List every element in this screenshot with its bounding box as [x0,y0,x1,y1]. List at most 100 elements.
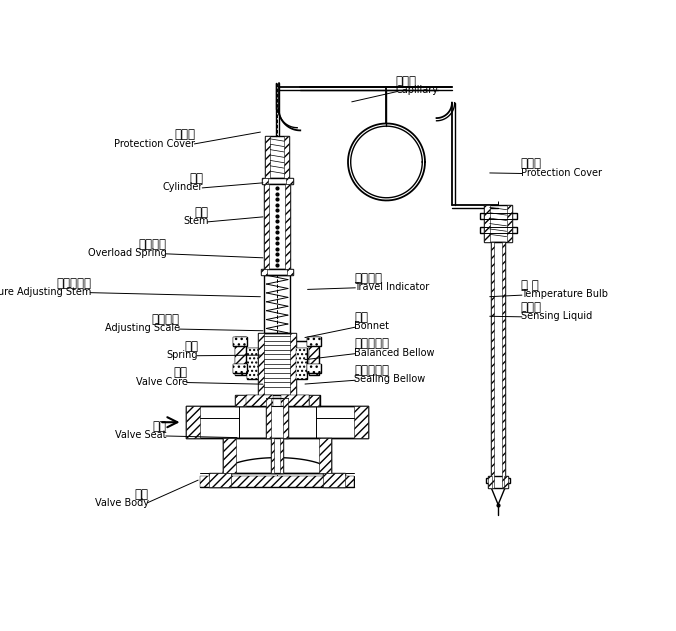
Text: Valve Core: Valve Core [136,377,188,387]
Bar [261,269,293,275]
Bar [486,478,489,483]
Bar [261,269,267,275]
Bar [283,398,288,439]
Bar [287,269,293,275]
Bar [235,394,245,406]
Bar [290,333,296,394]
Text: 阀盖: 阀盖 [354,310,368,324]
Bar [265,136,289,178]
Text: 阀芯: 阀芯 [174,367,188,379]
Bar [512,213,516,219]
Text: Adjusting Scale: Adjusting Scale [105,323,180,333]
Bar [480,213,484,219]
Bar [318,439,331,473]
Bar [266,398,271,439]
Text: 阀座: 阀座 [153,420,167,433]
Bar [307,337,321,346]
Bar [210,473,231,487]
Bar [271,439,274,473]
Bar [480,227,484,233]
Bar [235,337,245,375]
Bar [284,136,289,178]
Text: Balanced Bellow: Balanced Bellow [354,348,435,358]
Bar [354,406,368,439]
Text: Stem: Stem [183,216,208,227]
Text: 感温液: 感温液 [521,301,542,314]
Text: Valve Seat: Valve Seat [116,430,167,440]
Text: Bonnet: Bonnet [354,321,389,331]
Bar [323,473,345,487]
Bar [233,337,247,346]
Text: Cylinder: Cylinder [163,182,203,192]
Text: 调节标尺: 调节标尺 [152,313,180,326]
Bar [247,348,258,379]
Bar [506,205,512,242]
Bar [266,398,288,439]
Bar [484,205,512,242]
Text: 保护罩: 保护罩 [174,128,195,141]
Text: 推杆: 推杆 [195,206,208,219]
Bar [235,394,320,406]
Text: Protection Cover: Protection Cover [521,168,602,178]
Bar [307,337,321,346]
Bar [309,337,320,375]
Text: Temperature Bulb: Temperature Bulb [521,289,608,299]
Bar [187,406,368,439]
Bar [258,333,264,394]
Bar [233,363,247,373]
Polygon shape [491,488,505,505]
Text: 密封波纹管: 密封波纹管 [354,364,389,377]
Bar [488,476,508,488]
Text: 温 包: 温 包 [521,279,539,292]
Text: 保护罩: 保护罩 [521,158,542,170]
Bar [258,333,296,394]
Bar [281,394,309,406]
Text: 毛细管: 毛细管 [396,75,417,88]
Bar [265,136,270,178]
Bar [245,394,273,406]
Bar [223,439,331,473]
Text: Temperature Adjusting Stem: Temperature Adjusting Stem [0,287,91,297]
Bar [262,178,268,184]
Bar [271,439,283,473]
Text: Capillary: Capillary [396,85,439,95]
Bar [502,242,505,488]
Bar [296,341,310,358]
Bar [512,227,516,233]
Bar [287,178,293,184]
Bar [233,337,247,346]
Bar [281,439,283,473]
Bar [307,363,321,373]
Text: 温度调节杆: 温度调节杆 [56,276,91,290]
Text: 弹簧: 弹簧 [184,339,198,353]
Bar [309,337,320,375]
Bar [264,184,290,269]
Text: Sealing Bellow: Sealing Bellow [354,374,425,384]
Bar [187,406,200,439]
Text: Travel Indicator: Travel Indicator [354,282,429,292]
Bar [504,476,508,488]
Bar [200,476,354,487]
Bar [296,348,307,379]
Bar [323,473,345,487]
Text: 行程指示: 行程指示 [354,271,382,285]
Bar [210,473,231,487]
Bar [488,476,492,488]
Text: 过载弹簧: 过载弹簧 [139,238,167,251]
Bar [506,478,510,483]
Bar [223,439,235,473]
Bar [484,205,489,242]
Bar [264,184,270,269]
Text: 阀体: 阀体 [135,488,149,501]
Bar [491,242,505,488]
Text: Protection Cover: Protection Cover [114,139,195,149]
Bar [309,394,320,406]
Text: Sensing Liquid: Sensing Liquid [521,311,592,321]
Bar [285,184,290,269]
Text: Valve Body: Valve Body [95,498,149,508]
Bar [296,348,307,379]
Text: 缸体: 缸体 [189,172,203,185]
Text: Overload Spring: Overload Spring [88,248,167,258]
Bar [307,363,321,373]
Bar [262,178,293,184]
